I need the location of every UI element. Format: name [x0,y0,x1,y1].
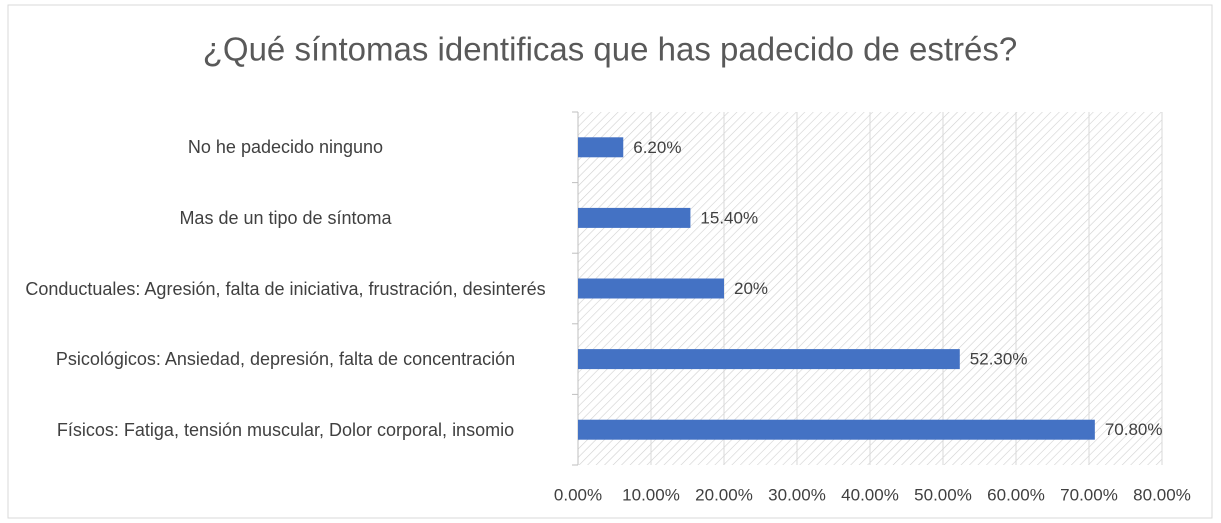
bar [578,349,960,370]
y-tick-label: No he padecido ninguno [187,137,384,158]
bar [578,419,1095,440]
bar [578,137,624,158]
y-tick-label: Físicos: Fatiga, tensión muscular, Dolor… [56,419,515,440]
x-tick-label: 0.00% [554,485,602,504]
value-label: 20% [734,279,768,298]
x-tick-label: 40.00% [841,485,899,504]
y-tick-label: Mas de un tipo de síntoma [179,207,392,228]
y-tick-label: Conductuales: Agresión, falta de iniciat… [25,278,546,299]
x-tick-label: 50.00% [914,485,972,504]
x-tick-label: 10.00% [622,485,680,504]
bar [578,207,691,228]
y-tick-label: Psicológicos: Ansiedad, depresión, falta… [55,349,516,370]
value-label: 70.80% [1105,420,1163,439]
bar [578,278,724,299]
chart-title: ¿Qué síntomas identificas que has padeci… [203,31,1017,68]
value-label: 15.40% [700,208,758,227]
x-tick-label: 80.00% [1133,485,1191,504]
value-label: 6.20% [633,138,681,157]
x-tick-label: 60.00% [987,485,1045,504]
value-label: 52.30% [970,350,1028,369]
x-tick-label: 70.00% [1060,485,1118,504]
x-tick-label: 20.00% [695,485,753,504]
x-tick-label: 30.00% [768,485,826,504]
